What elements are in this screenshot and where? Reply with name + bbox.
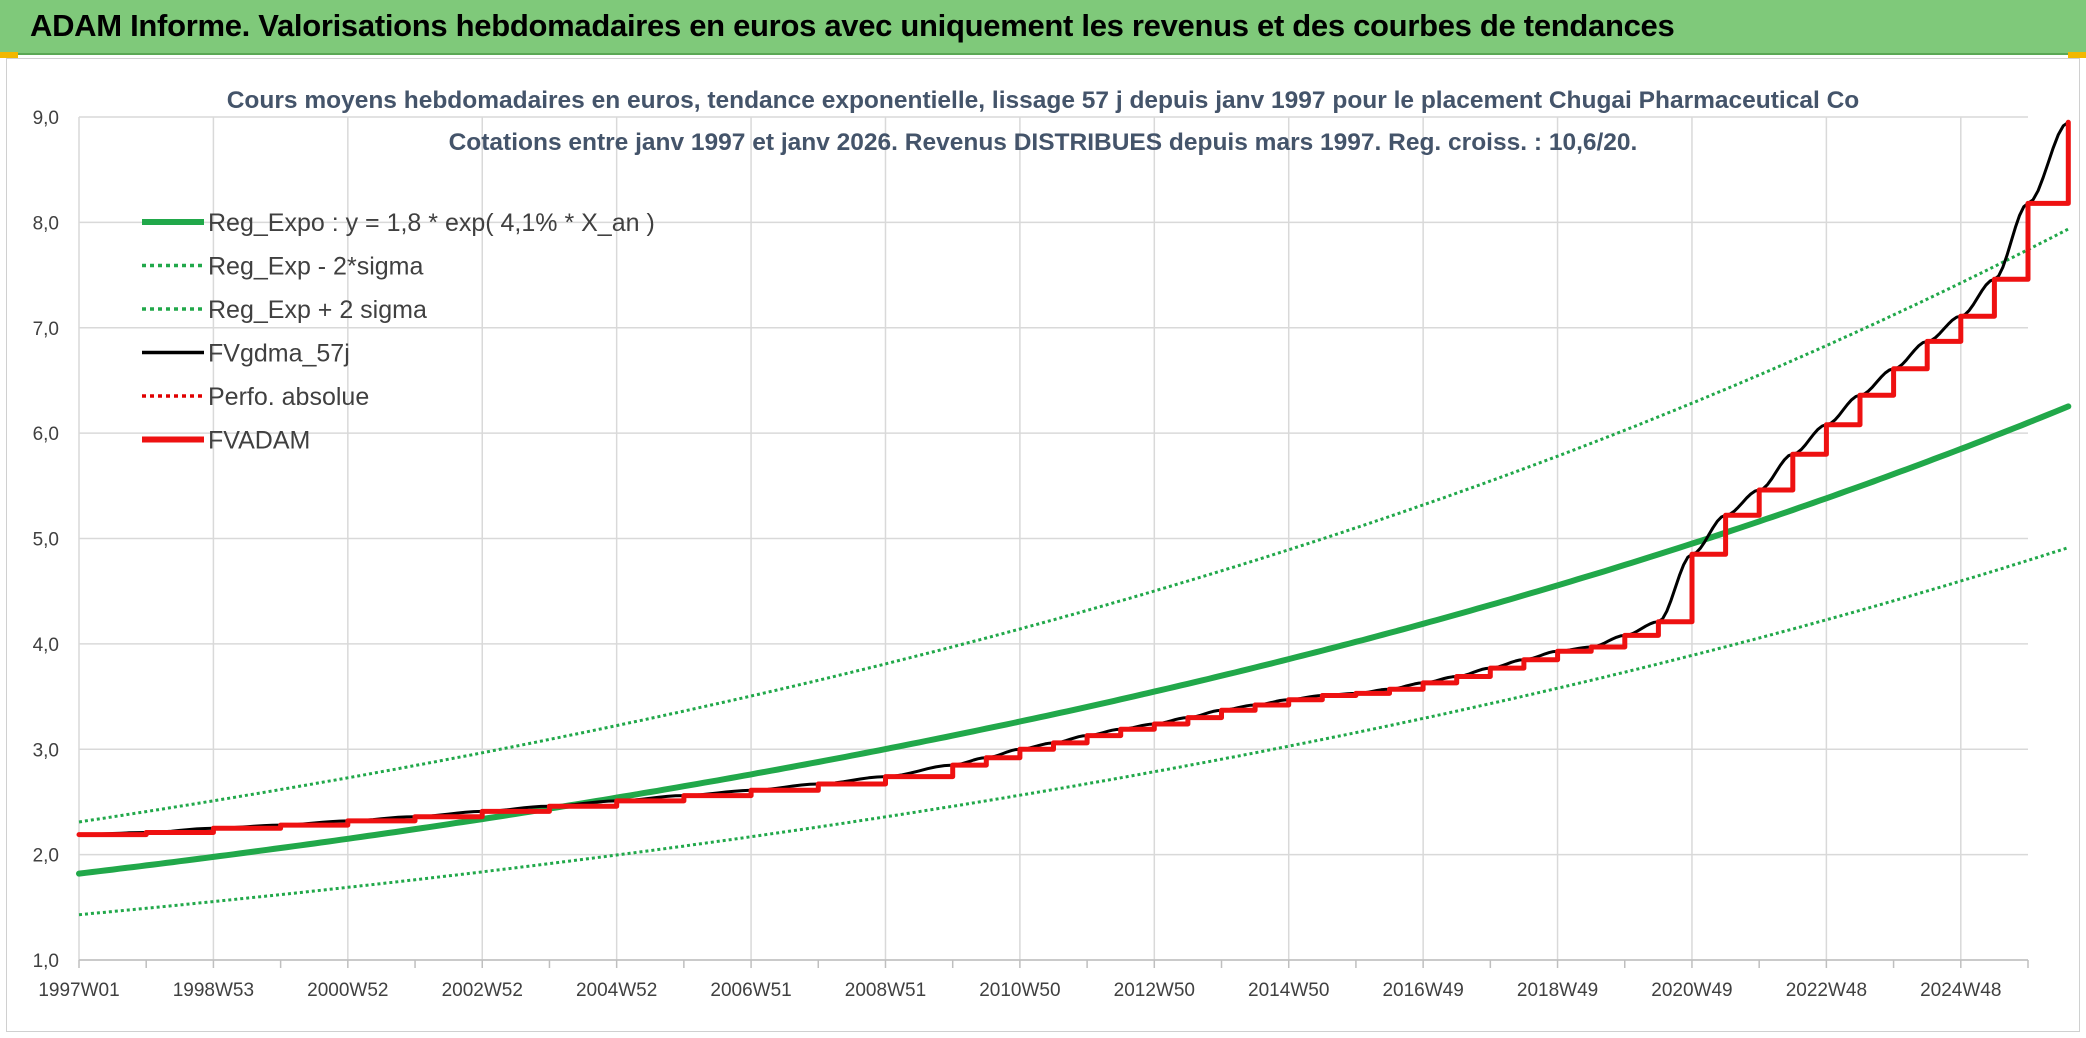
- chart-title-line-1: Cours moyens hebdomadaires en euros, ten…: [227, 87, 1860, 114]
- legend: Reg_Expo : y = 1,8 * exp( 4,1% * X_an ) R…: [142, 209, 655, 455]
- x-tick-label: 2010W50: [979, 980, 1060, 1001]
- x-tick-label: 2020W49: [1651, 980, 1732, 1001]
- corner-marker-right: [2068, 52, 2086, 58]
- x-tick-label: 2022W48: [1786, 980, 1867, 1001]
- chart-frame: [6, 58, 2080, 1032]
- x-tick-label: 2006W51: [710, 980, 791, 1001]
- corner-marker-left: [0, 52, 18, 58]
- grid: [78, 116, 2028, 961]
- x-tick-label: 2016W49: [1382, 980, 1463, 1001]
- x-tick-label: 2014W50: [1248, 980, 1329, 1001]
- y-axis: 1,0 2,0 3,0 4,0 5,0 6,0 7,0 8,0 9,0: [33, 108, 59, 972]
- series-layer: [76, 119, 2072, 917]
- x-tick-label: 1997W01: [38, 980, 119, 1001]
- x-tick-label: 2002W52: [442, 980, 523, 1001]
- y-tick-label: 6,0: [33, 424, 59, 445]
- y-tick-label: 4,0: [33, 635, 59, 656]
- legend-label: Perfo. absolue: [208, 383, 369, 411]
- legend-label: FVgdma_57j: [208, 340, 350, 368]
- y-tick-label: 9,0: [33, 108, 59, 129]
- legend-label: FVADAM: [208, 427, 310, 455]
- report-banner: ADAM Informe. Valorisations hebdomadaire…: [0, 0, 2086, 55]
- series-reg-expo: [76, 403, 2072, 877]
- x-tick-label: 2012W50: [1114, 980, 1195, 1001]
- y-tick-label: 2,0: [33, 846, 59, 867]
- series-reg-exp-minus-2sigma: [78, 546, 2069, 917]
- x-tick-label: 2004W52: [576, 980, 657, 1001]
- y-tick-label: 8,0: [33, 213, 59, 234]
- x-tick-label: 2024W48: [1920, 980, 2001, 1001]
- report-title: ADAM Informe. Valorisations hebdomadaire…: [30, 8, 1675, 43]
- x-axis: 1997W01 1998W53 2000W52 2002W52 2004W52 2006W…: [38, 959, 2029, 1001]
- x-tick-label: 2008W51: [845, 980, 926, 1001]
- y-tick-label: 5,0: [33, 530, 59, 551]
- series-reg-exp-plus-2sigma: [78, 227, 2069, 824]
- y-tick-label: 1,0: [33, 951, 59, 972]
- x-tick-label: 1998W53: [173, 980, 254, 1001]
- x-tick-label: 2000W52: [307, 980, 388, 1001]
- chart-title-line-2: Cotations entre janv 1997 et janv 2026. …: [449, 129, 1638, 156]
- legend-label: Reg_Exp - 2*sigma: [208, 253, 423, 281]
- legend-label: Reg_Expo : y = 1,8 * exp( 4,1% * X_an ): [208, 209, 655, 237]
- x-tick-label: 2018W49: [1517, 980, 1598, 1001]
- series-fvadam: [76, 119, 2071, 838]
- y-tick-label: 7,0: [33, 319, 59, 340]
- legend-label: Reg_Exp + 2 sigma: [208, 296, 427, 324]
- y-tick-label: 3,0: [33, 740, 59, 761]
